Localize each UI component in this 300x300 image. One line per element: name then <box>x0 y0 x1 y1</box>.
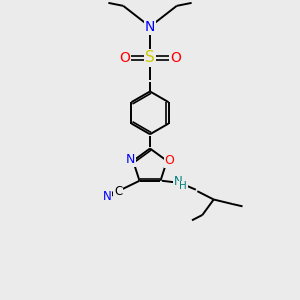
Text: N: N <box>126 153 135 166</box>
Text: O: O <box>119 51 130 65</box>
Text: S: S <box>145 50 155 65</box>
Text: O: O <box>165 154 175 167</box>
Text: O: O <box>170 51 181 65</box>
Text: N: N <box>174 175 183 188</box>
Text: H: H <box>179 182 187 191</box>
Text: C: C <box>114 185 122 198</box>
Text: N: N <box>145 20 155 34</box>
Text: N: N <box>102 190 111 203</box>
